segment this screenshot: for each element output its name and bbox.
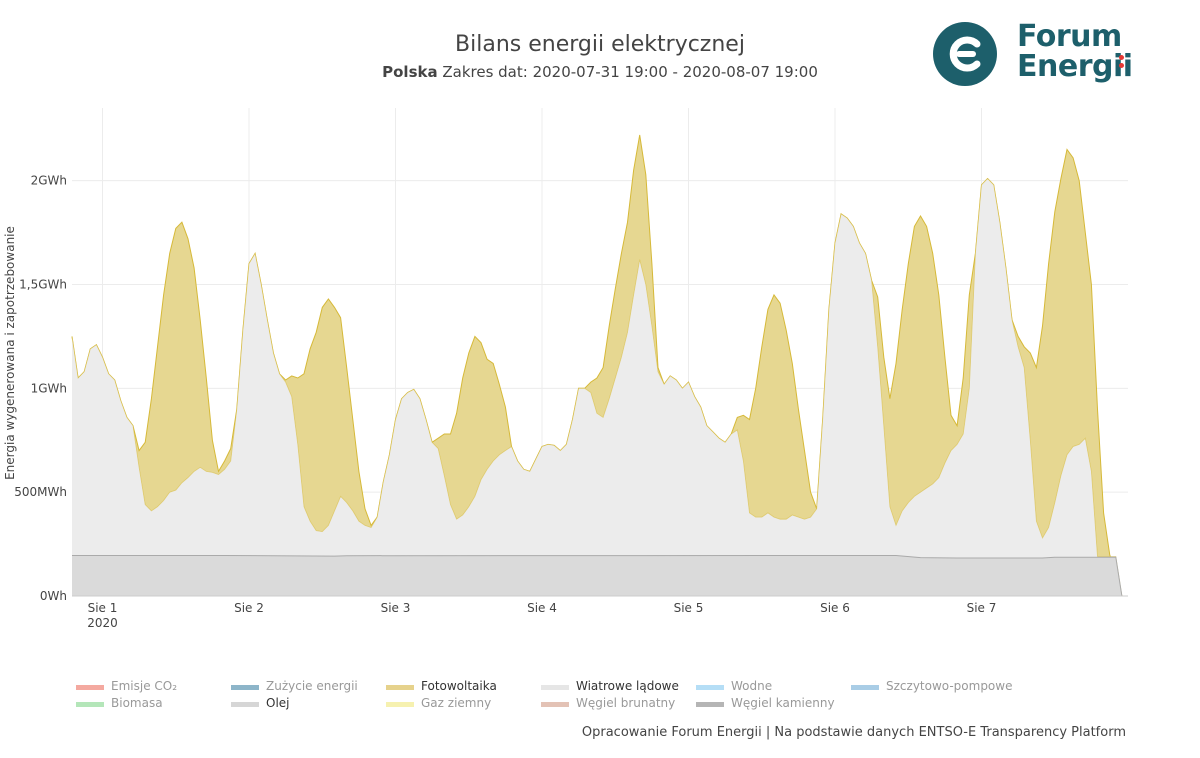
x-tick-label: Sie 6	[820, 601, 850, 615]
y-axis: 0Wh 500MWh 1GWh 1,5GWh 2GWh	[14, 174, 67, 603]
x-tick-label: Sie 1	[88, 601, 118, 615]
area-series	[71, 134, 1123, 597]
series-olej-line	[72, 554, 1123, 597]
legend-swatch	[851, 685, 879, 690]
legend-label: Biomasa	[111, 696, 163, 710]
legend-label: Emisje CO₂	[111, 679, 178, 693]
legend-swatch	[386, 702, 414, 707]
legend-swatch	[541, 685, 569, 690]
series-wiatrowe-area[interactable]	[72, 178, 1122, 596]
x-tick-label: Sie 7	[967, 601, 997, 615]
legend-swatch	[76, 685, 104, 690]
x-tick-label: Sie 3	[381, 601, 411, 615]
y-tick-label: 1GWh	[31, 381, 67, 395]
series-wiatrowe-line	[71, 178, 1123, 597]
subtitle-country: Polska	[382, 63, 438, 81]
logo-dots-icon	[1119, 55, 1125, 71]
x-tick-label: Sie 5	[674, 601, 704, 615]
x-tick-sublabel: 2020	[87, 616, 118, 630]
legend-label: Wiatrowe lądowe	[576, 679, 679, 693]
legend-swatch	[386, 685, 414, 690]
source-footer: Opracowanie Forum Energii | Na podstawie…	[581, 725, 1126, 740]
x-tick-label: Sie 2	[234, 601, 264, 615]
y-axis-label: Energia wygenerowana i zapotrzebowanie	[3, 226, 17, 480]
subtitle-date-range: Zakres dat: 2020-07-31 19:00 - 2020-08-0…	[437, 63, 818, 81]
legend-label: Zużycie energii	[266, 679, 358, 693]
x-tick-label: Sie 4	[527, 601, 557, 615]
logo-line-1: Forum	[1017, 19, 1122, 54]
y-tick-label: 0Wh	[40, 589, 67, 603]
legend-label: Węgiel kamienny	[731, 696, 835, 710]
legend-swatch	[696, 702, 724, 707]
chart-subtitle: Polska Zakres dat: 2020-07-31 19:00 - 20…	[0, 63, 1200, 81]
logo-wordmark: Forum Energii	[1017, 22, 1133, 82]
legend-swatch	[541, 702, 569, 707]
legend-label: Olej	[266, 696, 290, 710]
legend-swatch	[696, 685, 724, 690]
legend-swatch	[76, 702, 104, 707]
legend-label: Fotowoltaika	[421, 679, 497, 693]
y-tick-label: 2GWh	[31, 174, 67, 188]
y-tick-label: 1,5GWh	[19, 278, 67, 292]
logo-emblem-icon	[933, 22, 997, 86]
legend-swatch	[231, 685, 259, 690]
legend-swatch	[231, 702, 259, 707]
y-tick-label: 500MWh	[14, 485, 67, 499]
legend-label: Węgiel brunatny	[576, 696, 676, 710]
series-fotowoltaika-area[interactable]	[72, 135, 1122, 596]
series-olej-area[interactable]	[72, 555, 1122, 597]
logo-line-2: Energii	[1017, 49, 1133, 84]
forum-energii-logo[interactable]: Forum Energii	[933, 22, 1133, 88]
legend-label: Szczytowo-pompowe	[886, 679, 1013, 693]
legend-label: Gaz ziemny	[421, 696, 492, 710]
chart-title: Bilans energii elektrycznej	[455, 32, 745, 57]
legend-label: Wodne	[731, 679, 773, 693]
